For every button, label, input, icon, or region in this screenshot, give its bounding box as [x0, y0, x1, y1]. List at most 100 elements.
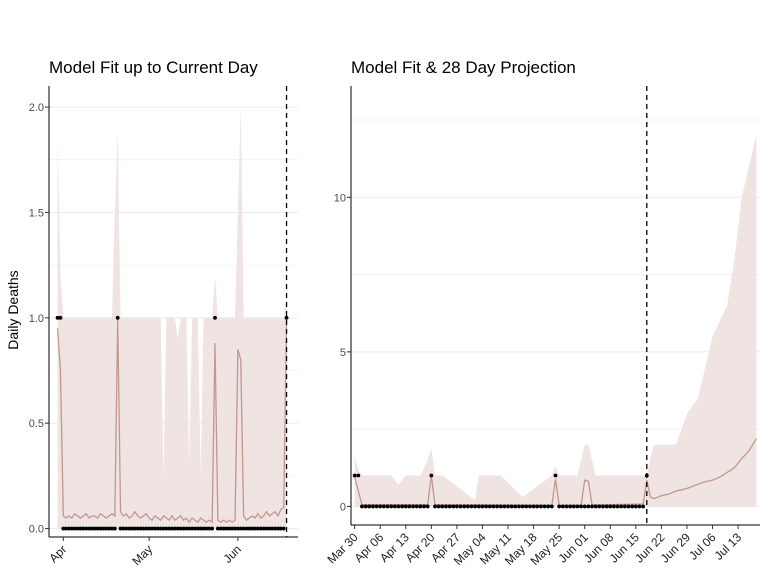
left-panel-axes — [48, 86, 298, 538]
right-panel-data-point — [549, 504, 554, 509]
left-panel-ytick-label: 1.0 — [29, 313, 44, 325]
right-panel-data-point — [619, 504, 624, 509]
right-panel-ytick-label: 5 — [340, 347, 346, 359]
right-panel-data-point — [451, 504, 456, 509]
left-panel-data-point — [181, 526, 186, 531]
left-panel-data-point — [98, 526, 103, 531]
left-panel-data-point — [281, 526, 286, 531]
left-panel-data-point — [256, 526, 260, 531]
right-panel-data-point — [360, 504, 364, 509]
left-panel-data-point — [278, 526, 283, 531]
right-panel-ytick-label: 0 — [340, 501, 346, 513]
right-panel-data-point — [535, 504, 540, 509]
left-panel-data-point — [101, 526, 106, 531]
right-panel-data-point — [604, 504, 609, 509]
right-panel-data-point — [557, 504, 562, 509]
right-panel-data-point — [506, 504, 510, 509]
left-panel-data-point — [158, 526, 163, 531]
right-panel-data-point — [641, 504, 646, 509]
right-panel-data-point — [564, 504, 569, 509]
right-panel-title: Model Fit & 28 Day Projection — [351, 58, 576, 77]
left-panel-data-point — [184, 526, 189, 531]
right-panel-xtick-label: Jun 29 — [658, 530, 694, 566]
left-panel-data-point — [173, 526, 177, 531]
left-panel-data-point — [64, 526, 69, 531]
right-panel-data-point — [378, 504, 383, 509]
left-panel-y-ticks: 0.0 0.5 1.0 1.5 2.0 — [29, 102, 49, 536]
left-panel-data-point — [221, 526, 226, 531]
right-panel-data-point — [546, 504, 551, 509]
right-panel-data-point — [371, 504, 375, 509]
left-panel-data-point — [118, 526, 123, 531]
left-panel-data-point — [141, 526, 146, 531]
left-panel-data-point — [127, 526, 132, 531]
left-panel-data-point — [69, 526, 74, 531]
right-panel-data-point — [484, 504, 489, 509]
left-panel-data-point — [75, 526, 80, 531]
right-panel-data-point — [601, 504, 605, 509]
right-panel-data-point — [509, 504, 514, 509]
left-panel-data-point — [204, 526, 209, 531]
left-panel-data-point — [152, 526, 157, 531]
left-panel-data-point — [167, 526, 172, 531]
left-panel-data-point — [284, 315, 289, 320]
left-panel-ytick-label: 0.0 — [29, 524, 44, 536]
left-panel-data-point — [170, 526, 174, 531]
right-panel-data-point — [513, 504, 518, 509]
left-panel-ytick-label: 0.5 — [29, 418, 44, 430]
right-panel-data-point — [476, 504, 481, 509]
left-panel-xtick-label: Apr — [46, 542, 69, 565]
left-panel-data-point — [112, 526, 117, 531]
right-panel-data-point — [469, 504, 474, 509]
left-panel-data-point — [115, 315, 120, 320]
right-panel-data-point — [436, 504, 441, 509]
right-panel-data-point — [418, 504, 423, 509]
left-panel-data-point — [187, 526, 192, 531]
right-panel-ytick-label: 10 — [334, 192, 346, 204]
left-panel-data-point — [150, 526, 154, 531]
right-panel-data-point — [637, 504, 642, 509]
left-panel-data-point — [67, 526, 71, 531]
right-panel-data-point — [608, 504, 613, 509]
right-panel-fit-line-path — [354, 438, 757, 506]
right-panel-data-point — [524, 504, 529, 509]
right-panel-data-point — [425, 504, 430, 509]
left-panel-data-point — [61, 526, 66, 531]
right-panel-data-point — [447, 504, 452, 509]
right-panel-data-point — [612, 504, 616, 509]
left-panel-data-point — [87, 526, 91, 531]
left-panel-data-point — [130, 526, 134, 531]
right-panel-ribbon-area — [354, 135, 757, 507]
left-panel-xtick-label: Jun — [220, 542, 244, 566]
right-panel-data-point — [575, 504, 580, 509]
left-panel-data-point — [155, 526, 160, 531]
right-panel-data-point — [491, 504, 496, 509]
left-panel-data-point — [210, 526, 215, 531]
left-panel-data-point — [190, 526, 195, 531]
left-panel-data-point — [276, 526, 280, 531]
right-panel-data-point — [630, 504, 635, 509]
left-panel-data-point — [55, 315, 60, 320]
left-panel-data-point — [144, 526, 149, 531]
right-panel-data-point — [458, 504, 463, 509]
right-panel-data-point — [542, 504, 547, 509]
right-panel-data-point — [586, 504, 591, 509]
right-panel-data-point — [528, 504, 532, 509]
left-panel-points — [55, 315, 289, 531]
left-panel-data-point — [132, 526, 137, 531]
right-panel-data-point — [579, 504, 583, 509]
y-axis-title: Daily Deaths — [5, 270, 21, 349]
right-panel-fit-line — [354, 438, 757, 506]
right-panel-data-point — [381, 504, 386, 509]
right-panel-data-point — [495, 504, 499, 509]
right-panel-data-point — [517, 504, 521, 509]
left-panel-data-point — [135, 526, 140, 531]
right-panel-data-point — [407, 504, 412, 509]
right-panel-data-point — [367, 504, 372, 509]
left-panel-x-ticks: Apr May Jun — [46, 537, 244, 568]
left-panel-data-point — [250, 526, 255, 531]
right-panel-data-point — [593, 504, 598, 509]
right-panel-data-point — [560, 504, 565, 509]
